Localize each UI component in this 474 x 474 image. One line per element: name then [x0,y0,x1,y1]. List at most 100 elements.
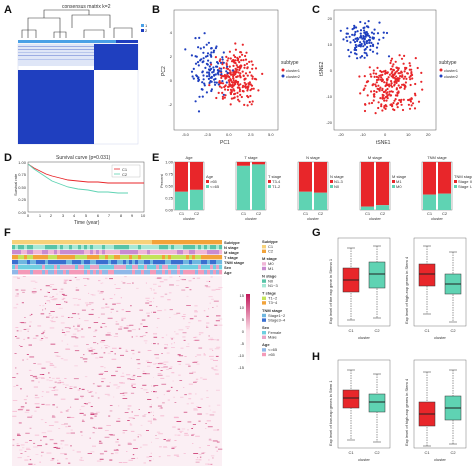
heatmap-cell [147,399,152,400]
point-cluster1 [414,82,417,86]
heatmap-cell [116,387,120,389]
heatmap-cell [192,433,195,435]
annotation-cell [42,255,46,260]
x-axis-label: cluster [307,216,319,221]
panel-letter-c: C [312,4,320,16]
heatmap-cell [128,459,133,461]
legend: C1 C2 [111,164,141,178]
annotation-cell [24,260,28,265]
annotation-cell [51,245,55,250]
point-cluster1 [410,97,413,100]
annotation-cell [51,260,55,265]
heatmap-cell [216,346,221,348]
heatmap-cell [181,316,186,317]
heatmap-cell [57,462,61,464]
svg-text:-10: -10 [360,132,367,137]
heatmap-cell [76,451,81,453]
point-cluster1 [397,67,400,70]
heatmap-cell [66,432,70,434]
heatmap-cell [49,380,53,382]
point-cluster1 [241,53,244,56]
heatmap-cell [161,337,164,339]
point-cluster1 [377,101,380,104]
point-cluster1 [244,83,247,86]
heatmap-cell [121,317,126,319]
annotation-cell [195,245,199,250]
point-cluster1 [386,87,389,91]
heatmap-cell [72,313,77,315]
annotation-cell [75,270,79,275]
point-cluster1 [246,94,249,98]
heatmap-cell [105,277,108,279]
point-cluster1 [225,67,228,70]
annotation-cell [96,250,100,255]
heatmap-cell [104,436,110,438]
heatmap-cell [114,294,116,296]
point-cluster2 [369,44,372,48]
legend-item: Stage I-II [458,184,472,189]
annotation-cell [57,250,61,255]
heatmap-cell [74,277,77,278]
heatmap-cell [51,390,56,391]
heatmap-cell [187,421,192,423]
point-cluster1 [388,93,391,96]
heatmap-cell [46,379,49,381]
heatmap-cell [100,326,102,328]
point-cluster1 [239,75,242,78]
heatmap-cell [92,294,96,296]
heatmap-cell [40,289,42,291]
heatmap-cell [70,432,75,434]
point-cluster2 [206,71,209,74]
heatmap-cell [149,301,154,303]
annotation-cell [93,270,97,275]
point-cluster2 [184,48,187,51]
heatmap-cell [216,450,218,452]
point-cluster2 [349,41,352,44]
annotation-cell [57,260,61,265]
point-cluster1 [379,69,382,73]
heatmap-cell [40,439,42,441]
annotation-cell [126,260,130,265]
point-cluster1 [386,95,389,98]
point-cluster1 [405,77,408,80]
heatmap-cell [27,330,29,332]
annotation-cell [210,250,214,255]
heatmap-cell [81,309,86,311]
heatmap-cell [105,347,108,349]
heatmap-cell [137,376,142,377]
annotation-cell [165,270,169,275]
panel-letter-b: B [152,4,160,16]
annotation-cell [216,270,220,275]
annotation-cell [18,250,22,255]
svg-text:10: 10 [328,42,333,47]
x-ticks: 0 1 2 3 4 5 6 7 8 9 10 [27,213,146,218]
heatmap-cell [20,346,23,347]
heatmap-cell [139,336,144,338]
heatmap-cell [147,315,150,317]
heatmap-cell [176,285,180,286]
heatmap-cell [95,357,99,359]
heatmap-cell [81,405,85,407]
point-cluster1 [385,84,388,87]
point-cluster1 [408,62,411,65]
annotation-cell [117,250,121,255]
annotation-cell [138,250,142,255]
heatmap-body [12,276,223,466]
annotation-cell [213,265,217,270]
heatmap-cell [146,300,149,301]
heatmap-cell [90,418,94,420]
legend-group-title: Age [262,342,270,347]
annotation-cell [102,270,106,275]
heatmap-cell [66,331,70,333]
annotation-cell [36,270,40,275]
point-cluster1 [387,76,390,79]
heatmap-cell [203,310,206,312]
annotation-cell [162,265,166,270]
svg-text:10: 10 [141,213,146,218]
annotation-cell [75,255,79,260]
heatmap-cell [106,385,110,387]
annotation-cell [69,255,73,260]
annotation-cell [18,265,22,270]
annotation-cell [144,260,148,265]
annotation-cell [60,245,64,250]
